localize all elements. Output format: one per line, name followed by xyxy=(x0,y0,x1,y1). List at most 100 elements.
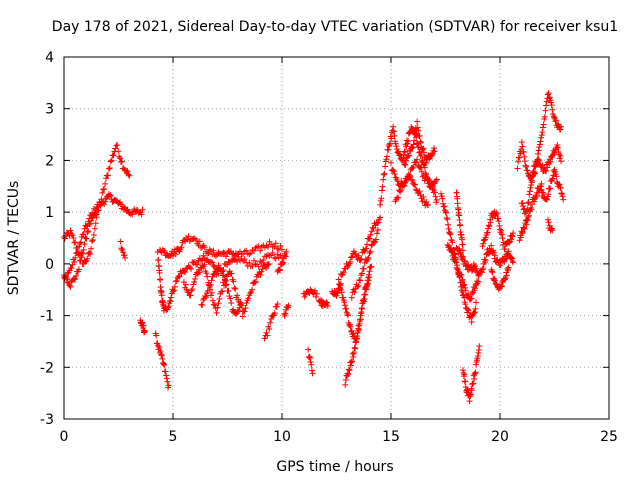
data-point xyxy=(257,272,264,279)
data-point xyxy=(488,268,495,275)
data-point xyxy=(342,381,349,388)
data-point xyxy=(468,319,475,326)
data-point xyxy=(230,306,237,313)
data-point xyxy=(484,229,491,236)
data-point xyxy=(192,275,199,282)
data-point xyxy=(531,169,538,176)
data-point xyxy=(554,144,561,151)
data-point xyxy=(324,303,331,310)
data-point xyxy=(267,319,274,326)
data-point xyxy=(158,292,165,299)
data-point xyxy=(93,211,100,218)
data-point xyxy=(70,234,77,241)
data-point xyxy=(308,367,315,374)
data-point xyxy=(170,287,177,294)
data-point xyxy=(201,244,208,251)
data-point xyxy=(155,342,162,349)
data-point xyxy=(520,224,527,231)
data-point xyxy=(274,251,281,258)
data-point xyxy=(519,143,526,150)
data-point xyxy=(261,335,268,342)
data-point xyxy=(460,254,467,261)
data-point xyxy=(424,176,431,183)
data-point xyxy=(556,155,563,162)
data-point xyxy=(467,391,474,398)
data-point xyxy=(550,167,557,174)
data-point xyxy=(158,352,165,359)
series-arc-27 xyxy=(438,190,480,326)
data-point xyxy=(415,127,422,134)
data-point xyxy=(209,297,216,304)
data-point xyxy=(224,271,231,278)
data-point xyxy=(508,236,515,243)
data-point xyxy=(536,141,543,148)
data-point xyxy=(77,239,84,246)
data-point xyxy=(102,180,109,187)
y-tick-label: 3 xyxy=(45,102,54,118)
data-point xyxy=(257,258,264,265)
data-point xyxy=(542,107,549,114)
data-point xyxy=(210,247,217,254)
data-point xyxy=(541,113,548,120)
data-point xyxy=(430,145,437,152)
data-point xyxy=(421,149,428,156)
data-point xyxy=(498,283,505,290)
data-point xyxy=(536,157,543,164)
data-point xyxy=(208,277,215,284)
data-point xyxy=(516,237,523,244)
series-arc-39 xyxy=(544,216,556,234)
data-point xyxy=(445,225,452,232)
data-point xyxy=(532,195,539,202)
data-point xyxy=(388,159,394,166)
data-point xyxy=(269,249,276,256)
data-point xyxy=(107,192,114,199)
data-point xyxy=(462,287,469,294)
data-point xyxy=(100,186,107,193)
data-point xyxy=(506,239,513,246)
data-point xyxy=(440,203,447,210)
series-arc-31 xyxy=(459,343,483,405)
data-point xyxy=(357,277,364,284)
data-point xyxy=(181,268,188,275)
data-point xyxy=(547,158,554,165)
data-point xyxy=(514,165,521,172)
data-point xyxy=(371,239,378,246)
data-point xyxy=(526,188,533,195)
data-point xyxy=(410,163,417,170)
data-point xyxy=(431,148,438,155)
data-point xyxy=(234,251,241,258)
plot-frame xyxy=(63,56,610,420)
data-point xyxy=(117,238,124,245)
series-arc-7 xyxy=(154,248,285,314)
series-arc-21 xyxy=(337,214,384,279)
data-point xyxy=(510,259,517,266)
data-point xyxy=(503,272,510,279)
data-point xyxy=(471,309,478,316)
data-point xyxy=(417,138,424,145)
data-point xyxy=(343,305,350,312)
data-point xyxy=(232,285,239,292)
data-point xyxy=(83,235,90,242)
data-point xyxy=(548,99,555,106)
data-point xyxy=(346,367,353,374)
data-point xyxy=(86,249,93,256)
data-point xyxy=(63,276,70,283)
data-point xyxy=(362,285,369,292)
data-point xyxy=(551,150,558,157)
data-point xyxy=(455,268,462,275)
data-point xyxy=(352,339,359,346)
data-point xyxy=(346,322,353,329)
data-point xyxy=(516,154,523,161)
data-point xyxy=(67,227,74,234)
data-point xyxy=(210,301,217,308)
data-point xyxy=(523,221,530,228)
data-point xyxy=(480,265,487,272)
data-point xyxy=(182,269,189,276)
data-point xyxy=(449,248,456,255)
data-point xyxy=(449,239,456,246)
series-arc-35 xyxy=(514,90,565,184)
data-point xyxy=(525,200,532,207)
data-point xyxy=(473,299,480,306)
data-point xyxy=(441,203,448,210)
x-tick-label: 15 xyxy=(382,429,400,445)
